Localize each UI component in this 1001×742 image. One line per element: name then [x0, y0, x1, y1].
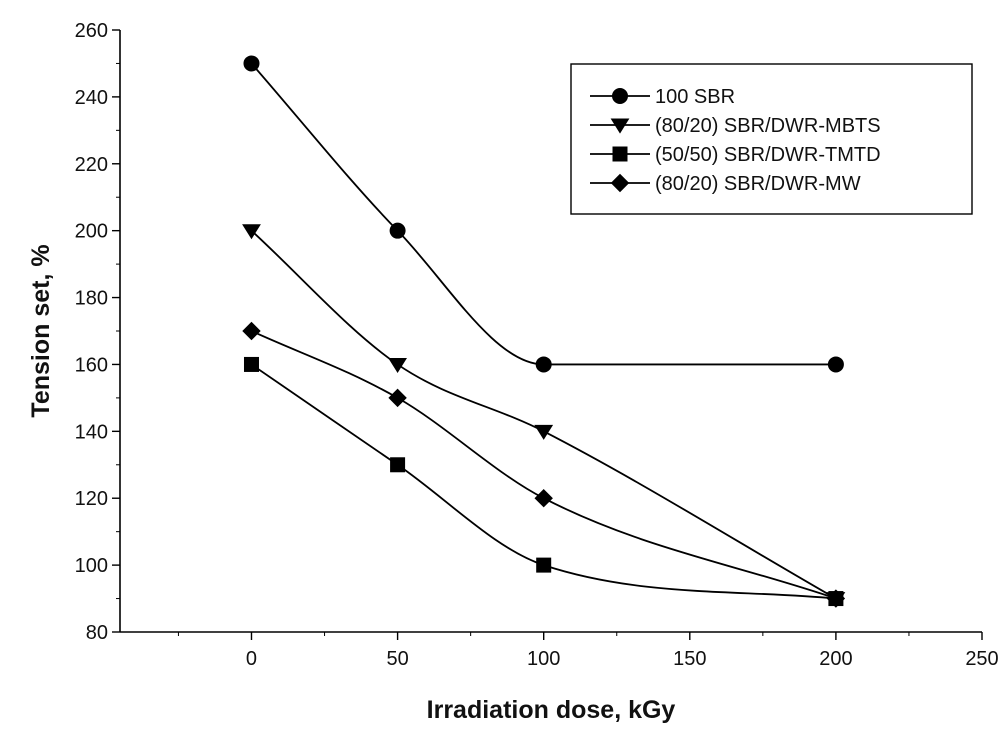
series-line — [250, 363, 836, 600]
legend-marker — [610, 118, 630, 134]
y-tick-label: 260 — [75, 20, 108, 42]
y-tick-label: 160 — [75, 354, 108, 376]
y-tick-label: 200 — [75, 221, 108, 243]
y-tick-label: 240 — [75, 87, 108, 109]
x-tick-label: 150 — [673, 648, 706, 670]
legend-item: 100 SBR — [590, 86, 735, 108]
data-point — [536, 557, 552, 573]
axes: 80 100 120 140 160 180 200 220 240 260 0 50 100 150 20… — [75, 20, 999, 670]
legend-marker — [610, 173, 630, 193]
y-tick-label: 80 — [86, 622, 108, 644]
legend-label: (50/50) SBR/DWR-TMTD — [655, 144, 881, 166]
data-point — [242, 321, 261, 341]
series-line — [250, 230, 837, 600]
y-tick-label: 180 — [75, 288, 108, 310]
data-point — [534, 424, 554, 440]
y-tick-label: 120 — [75, 488, 108, 510]
data-point — [243, 55, 260, 72]
legend-item: (80/20) SBR/DWR-MW — [590, 173, 861, 195]
x-tick-label: 100 — [527, 648, 560, 670]
y-tick-label: 140 — [75, 421, 108, 443]
legend-item: (50/50) SBR/DWR-TMTD — [590, 144, 881, 166]
x-axis-title: Irradiation dose, kGy — [427, 696, 676, 724]
series-2 — [243, 356, 844, 607]
y-tick-label: 100 — [75, 555, 108, 577]
legend-marker — [612, 146, 628, 162]
series-line — [251, 330, 837, 600]
legend-item: (80/20) SBR/DWR-MBTS — [590, 115, 881, 137]
series-layer — [242, 55, 846, 608]
legend: 100 SBR (80/20) SBR/DWR-MBTS (50/50) SBR/D… — [570, 63, 973, 215]
x-tick-label: 200 — [819, 648, 852, 670]
x-tick-label: 0 — [246, 648, 257, 670]
y-tick-label: 220 — [75, 154, 108, 176]
data-point — [389, 222, 406, 239]
data-point — [388, 388, 407, 408]
series-line — [250, 62, 836, 366]
data-point — [390, 457, 406, 473]
legend-label: 100 SBR — [655, 86, 735, 108]
x-tick-label: 250 — [965, 648, 998, 670]
legend-box — [570, 63, 973, 215]
legend-label: (80/20) SBR/DWR-MBTS — [655, 115, 881, 137]
series-0 — [243, 55, 844, 373]
data-point — [242, 224, 261, 240]
series-1 — [242, 224, 846, 608]
data-point — [534, 489, 553, 508]
legend-marker — [612, 88, 628, 104]
series-3 — [242, 321, 846, 608]
data-point — [535, 356, 552, 373]
data-point — [826, 589, 846, 608]
y-axis-title: Tension set, % — [27, 244, 55, 417]
data-point — [827, 356, 844, 373]
data-point — [388, 357, 407, 374]
legend-label: (80/20) SBR/DWR-MW — [655, 173, 861, 195]
x-tick-label: 50 — [386, 648, 408, 670]
data-point — [243, 356, 259, 372]
